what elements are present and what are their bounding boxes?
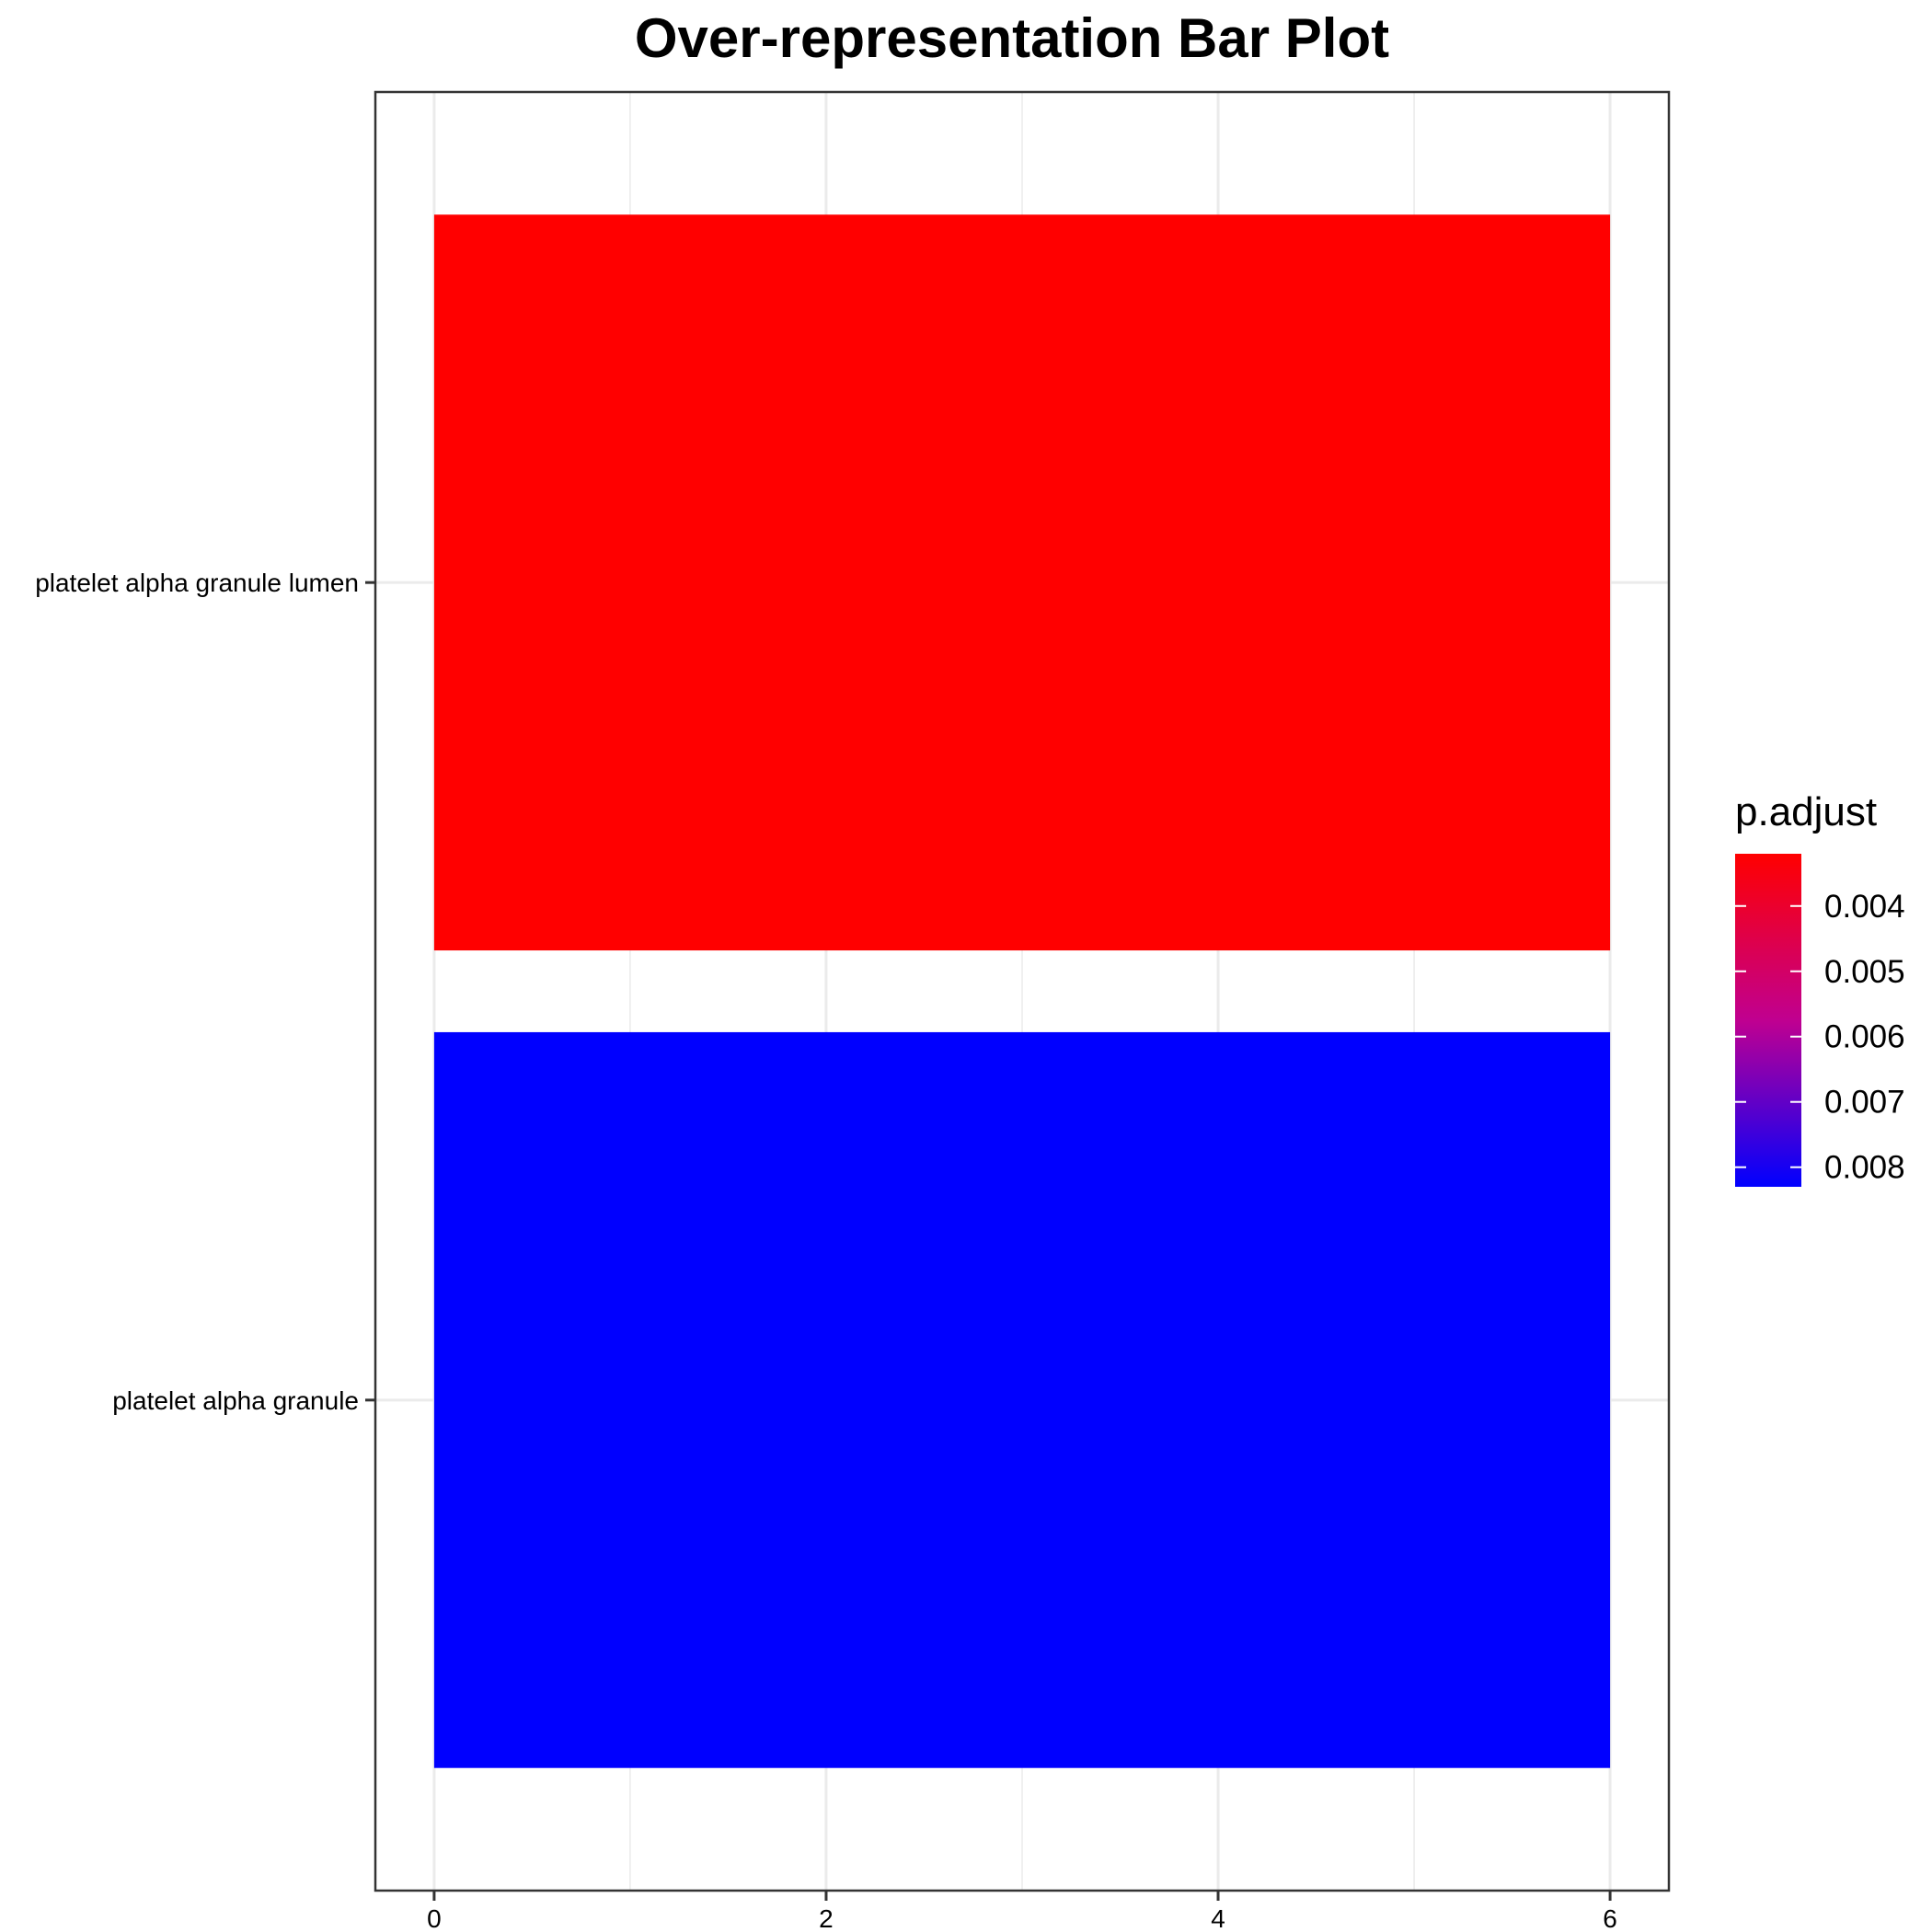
legend-tick-label: 0.008 bbox=[1824, 1150, 1905, 1186]
chart-title: Over-representation Bar Plot bbox=[635, 7, 1389, 69]
legend-colorbar bbox=[1735, 854, 1801, 1187]
x-tick-label: 0 bbox=[427, 1904, 442, 1932]
x-tick-label: 2 bbox=[819, 1904, 834, 1932]
legend-tick-label: 0.007 bbox=[1824, 1085, 1905, 1121]
plot-border bbox=[374, 90, 1671, 1892]
bar bbox=[433, 214, 1611, 951]
legend-tick-label: 0.006 bbox=[1824, 1019, 1905, 1055]
y-tick-label: platelet alpha granule lumen bbox=[35, 569, 359, 597]
y-tick-label: platelet alpha granule bbox=[112, 1386, 359, 1415]
legend-tick-label: 0.005 bbox=[1824, 954, 1905, 990]
legend-tick-label: 0.004 bbox=[1824, 889, 1905, 925]
x-tick-label: 4 bbox=[1211, 1904, 1225, 1932]
legend-ticks: 0.004 0.005 0.006 0.007 0.008 bbox=[1735, 889, 1905, 1186]
x-tick-label: 6 bbox=[1603, 1904, 1617, 1932]
legend-title: p.adjust bbox=[1735, 789, 1877, 834]
bars bbox=[433, 214, 1611, 1768]
bar bbox=[433, 1031, 1611, 1768]
legend: p.adjust 0.004 0.005 0.006 0.007 0.008 bbox=[1735, 789, 1905, 1187]
y-axis: platelet alpha granule lumen platelet alp… bbox=[35, 569, 375, 1415]
x-axis: 0 2 4 6 bbox=[427, 1891, 1617, 1932]
